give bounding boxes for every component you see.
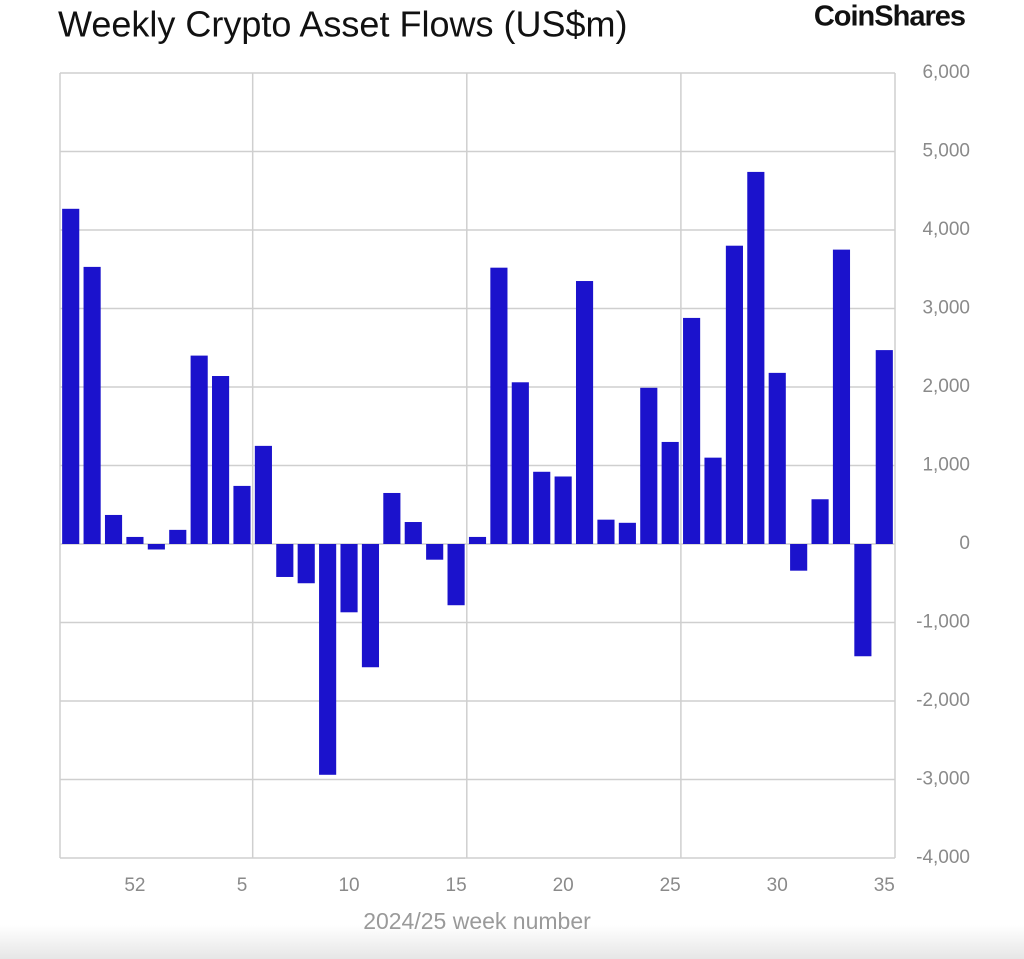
y-tick-label: -1,000 (916, 612, 970, 633)
bar (62, 208, 80, 544)
bar (447, 544, 465, 606)
bar (575, 281, 594, 544)
bar (725, 245, 743, 544)
bar (340, 544, 358, 613)
bar (468, 536, 487, 544)
bar (383, 492, 401, 544)
y-tick-label: -4,000 (916, 847, 970, 868)
bar (811, 499, 829, 544)
bar (233, 485, 251, 544)
y-tick-label: 4,000 (922, 219, 970, 240)
logo: CoinShares (814, 1, 965, 33)
bars (62, 171, 893, 775)
bar (212, 376, 230, 544)
x-tick-label: 35 (874, 875, 895, 896)
bar (147, 544, 165, 550)
x-axis-label: 2024/25 week number (363, 908, 591, 934)
bar (768, 372, 786, 544)
bar (618, 522, 636, 544)
bar (276, 544, 294, 577)
bar (361, 544, 380, 668)
bar (126, 536, 144, 544)
bar (190, 355, 208, 544)
bar (854, 544, 872, 657)
bar (832, 249, 851, 544)
bar (533, 471, 551, 544)
bar (597, 519, 615, 544)
x-tick-label: 52 (124, 875, 145, 896)
grid (59, 72, 896, 859)
bar (297, 544, 315, 584)
y-tick-label: 2,000 (922, 376, 970, 397)
y-tick-label: -2,000 (916, 690, 970, 711)
bar (169, 529, 187, 544)
bar (747, 171, 765, 544)
bar (83, 266, 101, 544)
y-tick-label: 3,000 (922, 298, 970, 319)
bar (104, 514, 123, 544)
bar (683, 317, 701, 544)
x-tick-label: 10 (338, 875, 359, 896)
bar (640, 387, 658, 544)
y-tick-label: 6,000 (922, 62, 970, 83)
chart-title: Weekly Crypto Asset Flows (US$m) (58, 4, 627, 45)
y-tick-label: 1,000 (922, 455, 970, 476)
y-tick-label: -3,000 (916, 769, 970, 790)
bar (254, 445, 272, 544)
bar (490, 267, 508, 544)
bar (511, 382, 529, 544)
bar (426, 544, 444, 560)
bar (404, 522, 422, 544)
x-tick-label: 15 (446, 875, 467, 896)
bottom-fade (0, 925, 1024, 959)
bar (661, 441, 679, 544)
y-tick-label: 5,000 (922, 141, 970, 162)
y-tick-label: 0 (959, 533, 970, 554)
x-tick-label: 30 (767, 875, 788, 896)
labels: -4,000 -3,000 -2,000 -1,000 0 1,000 2,000 3,000… (124, 62, 970, 896)
x-tick-label: 25 (660, 875, 681, 896)
bar (875, 350, 893, 544)
bar (790, 544, 808, 571)
bar (704, 457, 722, 544)
bar (319, 544, 337, 775)
bar (554, 476, 572, 544)
x-tick-label: 20 (553, 875, 574, 896)
x-tick-label: 5 (237, 875, 248, 896)
